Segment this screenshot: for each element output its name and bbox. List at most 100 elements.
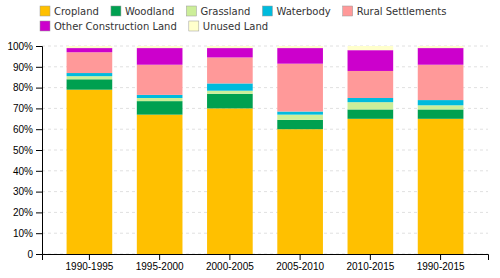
tick: 2005-2010 xyxy=(276,254,324,272)
bar-segment xyxy=(137,46,183,48)
bar-segment xyxy=(207,108,253,254)
bar-segment xyxy=(277,112,323,115)
series xyxy=(67,48,464,71)
tick-mark xyxy=(36,67,42,68)
tick: 10% xyxy=(13,228,42,239)
bar-segment xyxy=(137,48,183,65)
bar-segment xyxy=(207,48,253,57)
tick-label: 1995-2000 xyxy=(136,261,184,272)
legend-label: Unused Land xyxy=(203,21,268,32)
bar-segment xyxy=(67,90,113,254)
bar-segment xyxy=(277,120,323,129)
bar-segment xyxy=(67,79,113,89)
bar-segment xyxy=(348,46,394,50)
legend-label: Other Construction Land xyxy=(54,21,177,32)
legend-label: Woodland xyxy=(125,6,174,17)
bar-segment xyxy=(67,52,113,73)
bar-segment xyxy=(277,48,323,64)
tick-mark xyxy=(36,150,42,151)
plot: 0 10% 20% 30% 40% 50% 60% 70% 80% 90% 100% 1990-199… xyxy=(7,41,488,272)
tick-label: 2005-2010 xyxy=(276,261,324,272)
bar-segment xyxy=(418,119,464,254)
bar-segment xyxy=(207,94,253,109)
bar-segment xyxy=(137,65,183,95)
series xyxy=(67,46,464,50)
tick: 0 xyxy=(27,249,42,260)
tick-label: 80% xyxy=(13,82,33,93)
bar-segment xyxy=(418,48,464,65)
tick-label: 10% xyxy=(13,228,33,239)
tick-mark xyxy=(36,108,42,109)
tick-label: 0 xyxy=(27,249,33,260)
axis-line xyxy=(36,47,43,255)
legend-swatch xyxy=(40,6,50,16)
series xyxy=(67,79,464,129)
series xyxy=(67,90,464,254)
tick: 50% xyxy=(13,145,42,156)
bar-segment xyxy=(137,98,183,101)
bar-segment xyxy=(277,115,323,120)
tick-mark xyxy=(36,192,42,193)
tick: 60% xyxy=(13,124,42,135)
series xyxy=(67,52,464,111)
tick-mark xyxy=(229,254,230,260)
tick-label: 50% xyxy=(13,145,33,156)
legend-item: Waterbody xyxy=(262,6,330,17)
bar-segment xyxy=(348,102,394,109)
bar-segment xyxy=(348,71,394,98)
tick-label: 100% xyxy=(7,41,33,52)
tick: 40% xyxy=(13,166,42,177)
tick: 1990-2015 xyxy=(417,254,465,272)
legend-item: Grassland xyxy=(186,6,250,17)
legend-item: Woodland xyxy=(111,6,174,17)
tick-mark xyxy=(300,254,301,260)
tick-mark xyxy=(36,129,42,130)
x-axis: 1990-1995 1995-2000 2000-2005 2005-2010 2010… xyxy=(43,254,489,272)
tick-mark xyxy=(440,254,441,260)
bar-segment xyxy=(348,98,394,102)
legend-item: Unused Land xyxy=(189,21,268,32)
bar-segment xyxy=(348,119,394,254)
tick-label: 1990-1995 xyxy=(65,261,113,272)
tick: 20% xyxy=(13,207,42,218)
tick-label: 70% xyxy=(13,103,33,114)
legend-swatch xyxy=(262,6,272,16)
bar-segment xyxy=(418,100,464,105)
tick-mark xyxy=(36,254,42,255)
legend-swatch xyxy=(343,6,353,16)
tick-mark xyxy=(36,171,42,172)
tick: 2000-2005 xyxy=(206,254,254,272)
tick-label: 60% xyxy=(13,124,33,135)
tick-label: 40% xyxy=(13,166,33,177)
bar-segment xyxy=(418,105,464,109)
tick: 70% xyxy=(13,103,42,114)
tick: 1990-1995 xyxy=(65,254,113,272)
tick-mark xyxy=(89,254,90,260)
legend-label: Grassland xyxy=(200,6,250,17)
tick: 2010-2015 xyxy=(346,254,394,272)
legend-swatch xyxy=(111,6,121,16)
legend: CroplandWoodlandGrasslandWaterbodyRural … xyxy=(40,6,446,32)
tick-label: 1990-2015 xyxy=(417,261,465,272)
bars xyxy=(67,46,464,254)
chart: CroplandWoodlandGrasslandWaterbodyRural … xyxy=(0,0,500,278)
bar-segment xyxy=(67,48,113,52)
bar-segment xyxy=(418,46,464,48)
series xyxy=(67,76,464,120)
bar-segment xyxy=(137,115,183,254)
tick-label: 30% xyxy=(13,186,33,197)
tick: 80% xyxy=(13,82,42,93)
tick-mark xyxy=(36,233,42,234)
legend-item: Other Construction Land xyxy=(40,21,177,32)
tick-label: 2000-2005 xyxy=(206,261,254,272)
tick-mark xyxy=(159,254,160,260)
bar-segment xyxy=(67,46,113,48)
tick-mark xyxy=(36,88,42,89)
bar-segment xyxy=(348,50,394,71)
legend-swatch xyxy=(186,6,196,16)
tick: 90% xyxy=(13,62,42,73)
bar-segment xyxy=(418,65,464,100)
tick: 100% xyxy=(7,41,42,52)
bar-segment xyxy=(277,46,323,48)
bar-segment xyxy=(277,129,323,254)
